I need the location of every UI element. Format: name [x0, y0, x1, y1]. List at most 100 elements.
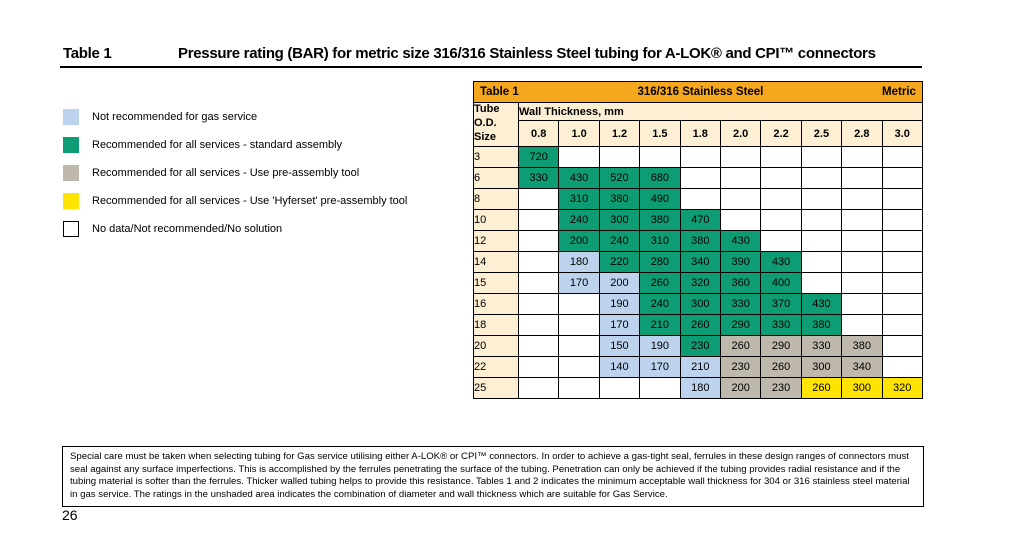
- pressure-cell: 170: [639, 356, 681, 378]
- pressure-cell: 210: [639, 314, 681, 336]
- thickness-header-cell: 2.8: [841, 120, 883, 147]
- legend-swatch: [63, 220, 79, 237]
- pressure-cell: 430: [760, 251, 802, 273]
- pressure-cell: [760, 146, 802, 168]
- table-header-metric: Metric: [882, 86, 916, 98]
- pressure-cell: [881, 314, 923, 336]
- legend-item: Recommended for all services - Use 'Hyfe…: [63, 192, 407, 209]
- pressure-cell: [800, 146, 843, 168]
- table-row: 10 240 300 380 470: [473, 209, 923, 231]
- pressure-cell: [679, 188, 721, 210]
- pressure-cell: [841, 293, 883, 315]
- table-header-label: Table 1: [480, 86, 519, 98]
- pressure-cell: [598, 377, 641, 399]
- legend-label: Not recommended for gas service: [92, 110, 258, 123]
- pressure-cell: [841, 209, 883, 231]
- pressure-cell: 260: [719, 335, 762, 357]
- pressure-cell: [679, 167, 721, 189]
- pressure-cell: [517, 188, 560, 210]
- pressure-cell: 280: [639, 251, 681, 273]
- pressure-cell: 490: [639, 188, 681, 210]
- table-row: 18 170 210 260 290 330 380: [473, 314, 923, 336]
- pressure-cell: [639, 146, 681, 168]
- pressure-cell: [841, 146, 883, 168]
- pressure-cell: 190: [639, 335, 681, 357]
- pressure-cell: [881, 167, 923, 189]
- legend-swatch: [63, 136, 79, 153]
- pressure-cell: [517, 314, 560, 336]
- footnote-box: Special care must be taken when selectin…: [62, 446, 924, 507]
- legend-swatch: [63, 164, 79, 181]
- table-header-material: 316/316 Stainless Steel: [637, 86, 764, 98]
- table-row: 12 200 240 310 380 430: [473, 230, 923, 252]
- pressure-cell: [760, 188, 802, 210]
- table-row: 14 180 220 280 340 390 430: [473, 251, 923, 273]
- pressure-cell: 260: [639, 272, 681, 294]
- pressure-cell: 230: [679, 335, 721, 357]
- pressure-cell: 300: [841, 377, 883, 399]
- pressure-cell: 400: [760, 272, 802, 294]
- pressure-cell: 380: [841, 335, 883, 357]
- pressure-cell: [517, 377, 560, 399]
- tube-size-label: 15: [473, 272, 519, 294]
- thickness-header-cell: 2.5: [800, 120, 843, 147]
- pressure-cell: 430: [719, 230, 762, 252]
- pressure-cell: [800, 251, 843, 273]
- thickness-header-cell: 2.2: [760, 120, 802, 147]
- legend-swatch: [63, 108, 79, 125]
- pressure-cell: 300: [800, 356, 843, 378]
- legend-label: Recommended for all services - standard …: [92, 138, 343, 151]
- pressure-cell: 140: [598, 356, 641, 378]
- pressure-cell: 150: [598, 335, 641, 357]
- pressure-cell: [719, 188, 762, 210]
- pressure-cell: 340: [841, 356, 883, 378]
- pressure-cell: [881, 209, 923, 231]
- pressure-cell: [558, 356, 600, 378]
- tube-size-label: 6: [473, 167, 519, 189]
- pressure-cell: [558, 377, 600, 399]
- table-row: 8 310 380 490: [473, 188, 923, 210]
- pressure-cell: 380: [598, 188, 641, 210]
- pressure-cell: [517, 209, 560, 231]
- pressure-cell: 680: [639, 167, 681, 189]
- tube-size-label: 25: [473, 377, 519, 399]
- table-row: 3 720: [473, 146, 923, 168]
- pressure-cell: 200: [598, 272, 641, 294]
- table-row: 6 330 430 520 680: [473, 167, 923, 189]
- pressure-cell: [517, 335, 560, 357]
- pressure-cell: 230: [760, 377, 802, 399]
- thickness-header-cell: 1.8: [679, 120, 721, 147]
- page-number: 26: [62, 507, 78, 523]
- table-row: 20 150 190 230 260 290 330 380: [473, 335, 923, 357]
- pressure-cell: 330: [800, 335, 843, 357]
- thickness-header-cell: 1.0: [558, 120, 600, 147]
- pressure-cell: [760, 209, 802, 231]
- thickness-header-cell: 1.5: [639, 120, 681, 147]
- pressure-cell: [881, 146, 923, 168]
- pressure-cell: 210: [679, 356, 721, 378]
- pressure-cell: 220: [598, 251, 641, 273]
- table-caption-label: Table 1: [63, 45, 112, 62]
- pressure-cell: [719, 209, 762, 231]
- pressure-cell: [719, 146, 762, 168]
- tube-size-label: 20: [473, 335, 519, 357]
- legend-item: No data/Not recommended/No solution: [63, 220, 407, 237]
- pressure-cell: 430: [800, 293, 843, 315]
- legend-item: Not recommended for gas service: [63, 108, 407, 125]
- pressure-cell: [760, 167, 802, 189]
- pressure-cell: [679, 146, 721, 168]
- table-row: 25 180 200 230 260 300 320: [473, 377, 923, 399]
- pressure-cell: 330: [517, 167, 560, 189]
- pressure-cell: 260: [760, 356, 802, 378]
- title-divider: [60, 66, 922, 68]
- pressure-cell: 300: [598, 209, 641, 231]
- table-title-cell: Table 1 316/316 Stainless Steel Metric: [473, 81, 923, 103]
- legend-item: Recommended for all services - standard …: [63, 136, 407, 153]
- wall-thickness-header: Wall Thickness, mm: [518, 102, 923, 121]
- pressure-cell: 360: [719, 272, 762, 294]
- thickness-header-cell: 0.8: [517, 120, 560, 147]
- legend-label: No data/Not recommended/No solution: [92, 222, 283, 235]
- pressure-cell: [598, 146, 641, 168]
- legend: Not recommended for gas service Recommend…: [63, 108, 407, 248]
- pressure-cell: [517, 356, 560, 378]
